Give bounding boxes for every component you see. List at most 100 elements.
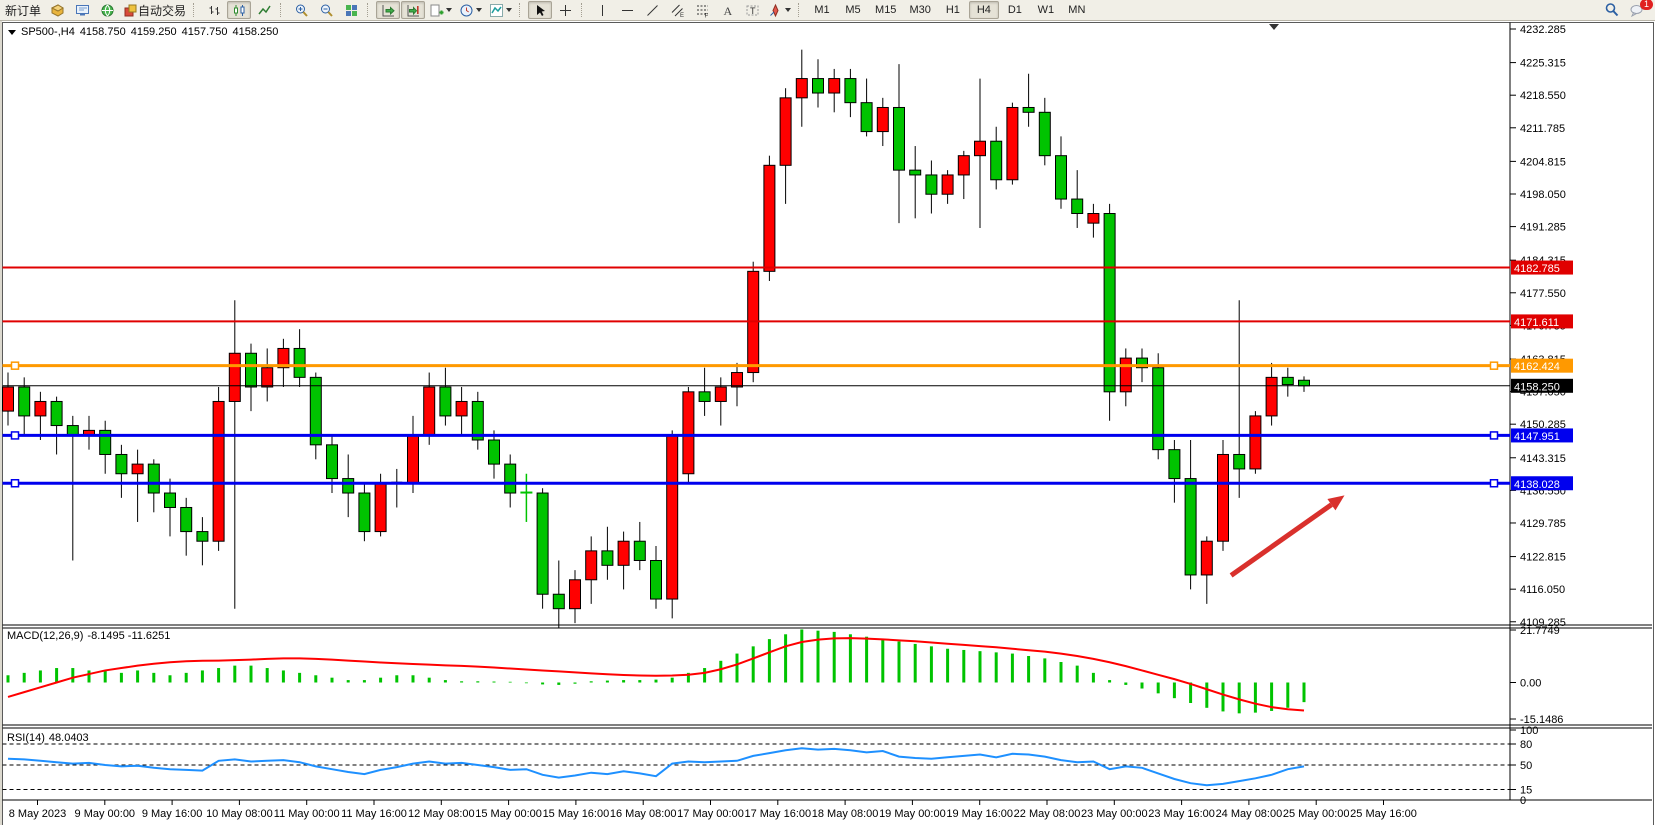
svg-text:4204.815: 4204.815 — [1520, 156, 1566, 168]
timeframe-m5-button[interactable]: M5 — [845, 4, 861, 16]
svg-text:19 May 16:00: 19 May 16:00 — [946, 808, 1013, 820]
timeframe-h4-button[interactable]: H4 — [968, 1, 999, 19]
svg-text:4109.285: 4109.285 — [1520, 617, 1566, 629]
chevron-down-icon — [785, 8, 792, 12]
notification-count-badge: 1 — [1640, 0, 1653, 10]
monitor-icon — [75, 4, 89, 15]
periods-clock-button[interactable] — [456, 1, 485, 19]
svg-text:50: 50 — [1520, 760, 1532, 772]
timeframe-clock-icon — [460, 4, 473, 16]
market-watch-button[interactable] — [70, 1, 94, 19]
svg-text:4171.611: 4171.611 — [1514, 317, 1559, 329]
text-button[interactable]: A — [715, 1, 739, 19]
svg-text:4211.785: 4211.785 — [1520, 123, 1565, 135]
globe-icon — [101, 4, 114, 16]
svg-text:17 May 16:00: 17 May 16:00 — [744, 808, 811, 820]
price-line-badge — [1511, 378, 1573, 393]
svg-text:T: T — [750, 5, 756, 15]
horizontal-line-4162.424[interactable]: 4162.424 — [2, 358, 1574, 374]
chart-shift-button[interactable] — [401, 1, 426, 19]
svg-text:21.7749: 21.7749 — [1520, 625, 1560, 637]
timeframe-m1-button[interactable]: M1 — [814, 4, 830, 16]
time-axis[interactable]: 8 May 2023 9 May 00:00 9 May 16:00 10 May 0… — [9, 800, 1417, 820]
crosshair-icon — [559, 4, 571, 16]
svg-text:9 May 00:00: 9 May 00:00 — [75, 808, 136, 820]
timeframe-d1-button[interactable]: D1 — [1007, 4, 1022, 16]
line-chart-button[interactable] — [252, 1, 276, 19]
new-order-label: 新订单 — [5, 3, 42, 18]
zoom-out-icon — [320, 4, 333, 17]
zoom-in-button[interactable] — [289, 1, 313, 19]
auto-trading-label: 自动交易 — [138, 3, 187, 18]
new-chart-button[interactable] — [426, 1, 455, 19]
svg-text:4150.285: 4150.285 — [1520, 419, 1566, 431]
svg-text:17 May 00:00: 17 May 00:00 — [677, 808, 744, 820]
auto-trading-button[interactable]: 自动交易 — [120, 1, 189, 19]
chevron-down-icon — [506, 8, 513, 12]
svg-text:4218.550: 4218.550 — [1520, 90, 1566, 102]
bar-chart-button[interactable] — [202, 1, 226, 19]
toolbar-separator — [193, 3, 198, 17]
horizontal-line-4182.785[interactable]: 4182.785 — [2, 260, 1574, 276]
timeframe-m15-button[interactable]: M15 — [875, 4, 897, 16]
svg-text:24 May 08:00: 24 May 08:00 — [1216, 808, 1283, 820]
chart-canvas[interactable]: 4232.285 4225.315 4218.550 4211.785 4204.815… — [0, 21, 1655, 825]
svg-text:4122.815: 4122.815 — [1520, 552, 1566, 564]
svg-text:80: 80 — [1520, 739, 1532, 751]
svg-text:10 May 08:00: 10 May 08:00 — [206, 808, 273, 820]
crosshair-button[interactable] — [553, 1, 577, 19]
zoom-out-button[interactable] — [314, 1, 338, 19]
tile-windows-button[interactable] — [339, 1, 363, 19]
timeframe-m30-button[interactable]: M30 — [909, 4, 931, 16]
new-chart-icon — [430, 4, 444, 16]
candlestick-chart-button[interactable] — [227, 1, 252, 19]
svg-text:15 May 00:00: 15 May 00:00 — [475, 808, 542, 820]
cursor-button[interactable] — [528, 1, 553, 19]
notifications-button[interactable]: 1 — [1625, 0, 1653, 19]
fibonacci-icon: F — [696, 5, 708, 18]
trend-line-button[interactable] — [640, 1, 664, 19]
timeframe-mn-button[interactable]: MN — [1068, 4, 1086, 16]
vertical-line-button[interactable] — [590, 1, 614, 19]
horizontal-line-4138.028[interactable]: 4138.028 — [2, 476, 1574, 491]
svg-text:4138.028: 4138.028 — [1514, 479, 1560, 491]
svg-text:18 May 08:00: 18 May 08:00 — [812, 808, 879, 820]
svg-text:4177.550: 4177.550 — [1520, 288, 1566, 300]
svg-text:11 May 16:00: 11 May 16:00 — [341, 808, 407, 820]
macd-signal-line — [7, 637, 1305, 712]
chart-shift-icon — [407, 4, 419, 16]
search-icon — [1605, 3, 1619, 17]
svg-text:E: E — [680, 13, 684, 18]
shapes-button[interactable] — [765, 1, 794, 19]
data-feed-button[interactable] — [95, 1, 119, 19]
horizontal-line-4147.951[interactable]: 4147.951 — [2, 428, 1574, 443]
svg-text:25 May 16:00: 25 May 16:00 — [1350, 808, 1417, 820]
horizontal-line-button[interactable] — [615, 1, 639, 19]
svg-text:23 May 16:00: 23 May 16:00 — [1148, 808, 1215, 820]
equidistant-channel-button[interactable]: E — [665, 1, 689, 19]
timeframe-w1-button[interactable]: W1 — [1037, 4, 1055, 16]
chart-shift-marker[interactable] — [1269, 24, 1279, 30]
svg-text:4147.951: 4147.951 — [1514, 431, 1560, 443]
trend-line-icon — [646, 4, 658, 16]
auto-scroll-icon — [382, 4, 395, 16]
shapes-icon — [770, 3, 779, 17]
trend-arrow-annotation[interactable] — [1229, 495, 1345, 578]
indicators-icon — [490, 3, 504, 17]
svg-text:100: 100 — [1520, 725, 1538, 737]
search-button[interactable] — [1600, 1, 1624, 19]
tile-windows-icon — [345, 4, 357, 16]
svg-text:4158.250: 4158.250 — [1514, 381, 1560, 393]
text-label-button[interactable]: T — [740, 1, 764, 19]
timeframe-h1-button[interactable]: H1 — [945, 4, 960, 16]
horizontal-line-4158.250[interactable]: 4158.250 — [2, 378, 1574, 394]
indicators-button[interactable] — [486, 1, 515, 19]
svg-text:11 May 00:00: 11 May 00:00 — [274, 808, 340, 820]
fibonacci-button[interactable]: F — [690, 1, 714, 19]
horizontal-line-4171.611[interactable]: 4171.611 — [2, 314, 1574, 329]
profiles-button[interactable] — [45, 1, 69, 19]
auto-scroll-button[interactable] — [376, 1, 401, 19]
equidistant-channel-icon: E — [671, 4, 684, 18]
toolbar-separator — [519, 3, 524, 17]
new-order-button[interactable]: 新订单 — [2, 1, 44, 19]
